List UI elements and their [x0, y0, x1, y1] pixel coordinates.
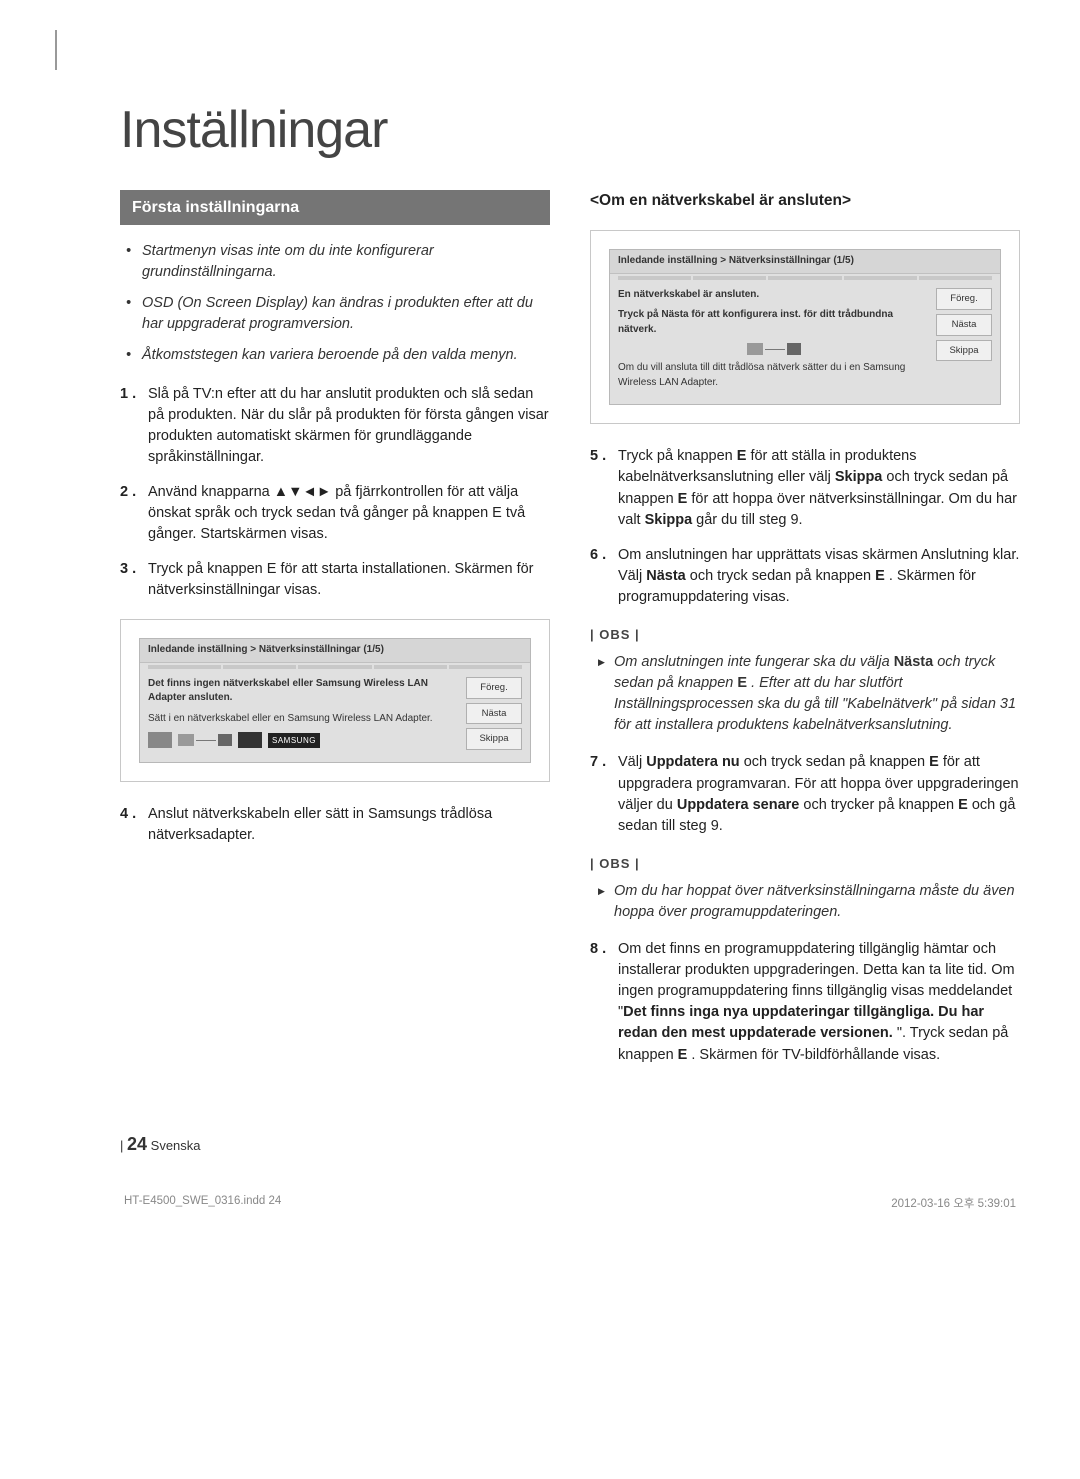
step-item: 4 . Anslut nätverkskabeln eller sätt in … [120, 804, 550, 846]
bullet-item: Startmenyn visas inte om du inte konfigu… [126, 241, 550, 283]
obs-label-1: | OBS | [590, 626, 1020, 645]
bullet-item: Åtkomststegen kan variera beroende på de… [126, 345, 550, 366]
dialog2-frame: Inledande inställning > Nätverksinställn… [590, 230, 1020, 424]
right-step-7: 7 . Välj Uppdatera nu och tryck sedan på… [590, 752, 1020, 836]
step-item: 7 . Välj Uppdatera nu och tryck sedan på… [590, 752, 1020, 836]
dialog2-tabs [610, 274, 1000, 280]
left-margin-bar [55, 30, 57, 70]
right-steps-a: 5 . Tryck på knappen E för att ställa in… [590, 446, 1020, 607]
step-body: Använd knapparna ▲▼◄► på fjärrkontrollen… [148, 482, 550, 545]
doc-timestamp: 2012-03-16 오후 5:39:01 [891, 1195, 1016, 1211]
dialog1-line1: Det finns ingen nätverkskabel eller Sams… [148, 677, 460, 706]
right-step-8: 8 . Om det finns en programuppdatering t… [590, 939, 1020, 1065]
doc-file: HT-E4500_SWE_0316.indd 24 [124, 1195, 281, 1211]
note-item: Om du har hoppat över nätverksinställnin… [598, 881, 1020, 923]
dialog1-prev-button[interactable]: Föreg. [466, 677, 522, 699]
dialog1-header: Inledande inställning > Nätverksinställn… [140, 639, 530, 663]
page-number: 24 [127, 1134, 147, 1154]
step-item: 2 . Använd knapparna ▲▼◄► på fjärrkontro… [120, 482, 550, 545]
step-body: Om det finns en programuppdatering tillg… [618, 939, 1020, 1065]
step-number: 5 . [590, 446, 618, 530]
doc-meta: HT-E4500_SWE_0316.indd 24 2012-03-16 오후 … [120, 1195, 1020, 1211]
samsung-label: SAMSUNG [268, 733, 320, 749]
dialog1-skip-button[interactable]: Skippa [466, 728, 522, 750]
network-connected-heading: <Om en nätverkskabel är ansluten> [590, 190, 1020, 212]
step-item: 8 . Om det finns en programuppdatering t… [590, 939, 1020, 1065]
step-item: 6 . Om anslutningen har upprättats visas… [590, 545, 1020, 608]
dialog1-next-button[interactable]: Nästa [466, 703, 522, 725]
page-lang: Svenska [151, 1138, 201, 1153]
dialog1: Inledande inställning > Nätverksinställn… [139, 638, 531, 763]
step-number: 3 . [120, 559, 148, 601]
step-body: Tryck på knappen E för att ställa in pro… [618, 446, 1020, 530]
dialog2-next-button[interactable]: Nästa [936, 314, 992, 336]
intro-bullets: Startmenyn visas inte om du inte konfigu… [126, 241, 550, 366]
left-column: Första inställningarna Startmenyn visas … [120, 190, 550, 1084]
first-settings-heading: Första inställningarna [120, 190, 550, 225]
bullet-item: OSD (On Screen Display) kan ändras i pro… [126, 293, 550, 335]
dialog2-line1: En nätverkskabel är ansluten. [618, 288, 930, 303]
cable-icon [747, 343, 801, 355]
usb-icon [238, 732, 262, 748]
step-number: 2 . [120, 482, 148, 545]
dialog2-line2: Tryck på Nästa för att konfigurera inst.… [618, 308, 930, 337]
router-icon [148, 732, 172, 748]
step-body: Om anslutningen har upprättats visas skä… [618, 545, 1020, 608]
dialog1-frame: Inledande inställning > Nätverksinställn… [120, 619, 550, 782]
dialog2-footer: Om du vill ansluta till ditt trådlösa nä… [618, 361, 930, 390]
left-steps-4: 4 . Anslut nätverkskabeln eller sätt in … [120, 804, 550, 846]
dialog2-header: Inledande inställning > Nätverksinställn… [610, 250, 1000, 274]
left-steps: 1 . Slå på TV:n efter att du har ansluti… [120, 384, 550, 601]
step-number: 1 . [120, 384, 148, 468]
dialog2-icon-row [618, 343, 930, 355]
right-column: <Om en nätverkskabel är ansluten> Inleda… [590, 190, 1020, 1084]
step-number: 4 . [120, 804, 148, 846]
note-item: Om anslutningen inte fungerar ska du väl… [598, 652, 1020, 736]
dialog1-icon-row: SAMSUNG [148, 732, 460, 748]
page-footer: | 24 Svenska [120, 1134, 1020, 1155]
step-number: 8 . [590, 939, 618, 1065]
step-number: 6 . [590, 545, 618, 608]
obs-label-2: | OBS | [590, 855, 1020, 874]
page-title: Inställningar [120, 100, 1020, 160]
step-body: Slå på TV:n efter att du har anslutit pr… [148, 384, 550, 468]
dialog2-skip-button[interactable]: Skippa [936, 340, 992, 362]
step-item: 1 . Slå på TV:n efter att du har ansluti… [120, 384, 550, 468]
note-list-1: Om anslutningen inte fungerar ska du väl… [598, 652, 1020, 736]
step-number: 7 . [590, 752, 618, 836]
step-item: 5 . Tryck på knappen E för att ställa in… [590, 446, 1020, 530]
cable-icon [178, 734, 232, 746]
note-list-2: Om du har hoppat över nätverksinställnin… [598, 881, 1020, 923]
dialog2-prev-button[interactable]: Föreg. [936, 288, 992, 310]
step-body: Välj Uppdatera nu och tryck sedan på kna… [618, 752, 1020, 836]
step-item: 3 . Tryck på knappen E för att starta in… [120, 559, 550, 601]
dialog2: Inledande inställning > Nätverksinställn… [609, 249, 1001, 405]
step-body: Tryck på knappen E för att starta instal… [148, 559, 550, 601]
dialog1-tabs [140, 663, 530, 669]
dialog1-line2: Sätt i en nätverkskabel eller en Samsung… [148, 712, 460, 727]
step-body: Anslut nätverkskabeln eller sätt in Sams… [148, 804, 550, 846]
